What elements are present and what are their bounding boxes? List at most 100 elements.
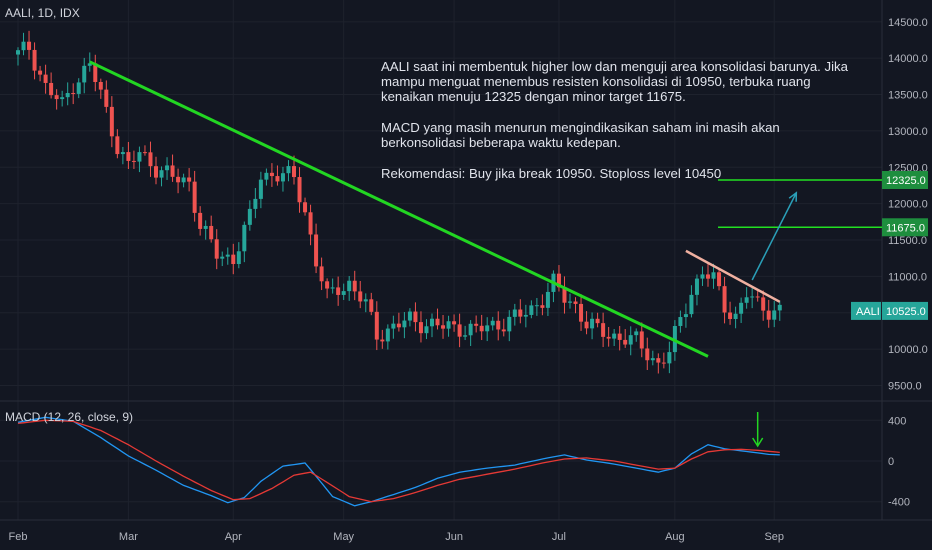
candle-down [209, 225, 214, 240]
candle-down [380, 339, 385, 342]
candle-down [32, 49, 37, 71]
macd-series-macd [17, 416, 780, 507]
candle-down [479, 325, 484, 332]
candle-up [446, 321, 451, 329]
candle-down [269, 172, 274, 177]
candle-up [385, 328, 390, 342]
candle-down [540, 305, 545, 308]
time-tick-label: Feb [9, 531, 28, 543]
candle-down [706, 274, 710, 279]
candle-up [568, 301, 572, 303]
candle-up [739, 302, 744, 314]
downtrend-line [89, 60, 709, 358]
candle-up [65, 93, 70, 98]
candle-up [463, 335, 468, 337]
candle-up [137, 152, 142, 162]
candle-up [424, 326, 429, 334]
candle-down [352, 280, 357, 292]
grid-lines [0, 0, 882, 520]
macd-tick-label: 400 [888, 415, 906, 427]
candle-down [584, 321, 589, 329]
candle-down [413, 311, 418, 323]
candle-up [507, 316, 512, 332]
candle-up [744, 297, 749, 303]
candle-down [501, 329, 506, 332]
candle-up [280, 173, 285, 182]
candle-up [203, 225, 208, 229]
note-paragraph-3: Rekomendasi: Buy jika break 10950. Stopl… [381, 166, 722, 181]
candle-down [275, 176, 280, 182]
candle-down [579, 303, 584, 322]
candle-up [236, 251, 241, 265]
candle-up [220, 256, 225, 259]
ticker-badge: AALI [856, 306, 880, 318]
price-tick-label: 10000.0 [888, 344, 928, 356]
candle-down [148, 152, 153, 167]
candle-up [700, 274, 705, 279]
candle-down [518, 309, 523, 317]
candle-down [452, 321, 457, 325]
candle-up [264, 172, 269, 180]
candle-up [667, 352, 672, 364]
macd-tick-label: 0 [888, 456, 894, 468]
candle-down [198, 212, 203, 229]
candle-up [772, 310, 777, 320]
candle-down [214, 239, 219, 259]
time-tick-label: Aug [665, 531, 685, 543]
time-tick-label: Jul [552, 531, 566, 543]
candle-down [645, 348, 650, 361]
candle-up [120, 152, 125, 155]
candle-down [457, 324, 462, 337]
candle-down [595, 318, 600, 324]
candle-down [722, 286, 727, 313]
candle-down [292, 166, 296, 178]
candle-down [556, 273, 561, 288]
time-tick-label: Mar [119, 531, 138, 543]
time-tick-label: Sep [764, 531, 784, 543]
time-tick-label: May [333, 531, 354, 543]
projection-arrow-head [788, 191, 798, 202]
candle-up [225, 254, 230, 257]
candle-down [474, 323, 479, 326]
candle-up [733, 313, 738, 319]
candle-down [303, 202, 308, 213]
candle-down [43, 74, 48, 83]
macd-tick-label: -400 [888, 497, 910, 509]
candle-down [441, 325, 446, 329]
macd-series-signal [17, 419, 780, 503]
ticker-badge-bg [851, 301, 881, 320]
last-price-bg [882, 301, 928, 320]
candle-up [76, 82, 81, 94]
candle-up [512, 309, 517, 317]
candle-down [308, 212, 313, 235]
candle-up [490, 320, 495, 326]
candle-down [126, 152, 131, 161]
candle-up [341, 291, 346, 295]
price-tick-label: 12000.0 [888, 199, 928, 211]
candle-up [430, 318, 434, 327]
candle-up [534, 305, 539, 307]
note-paragraph-1: AALI saat ini membentuk higher low dan m… [381, 59, 848, 104]
candle-down [176, 176, 181, 183]
candle-down [761, 297, 766, 311]
candle-down [38, 70, 43, 75]
price-tick-label: 14500.0 [888, 17, 928, 29]
candle-up [683, 314, 688, 318]
candle-down [562, 287, 567, 303]
price-tick-label: 11500.0 [888, 235, 927, 247]
candle-down [374, 311, 379, 340]
candle-up [689, 294, 694, 315]
candle-down [717, 272, 722, 287]
candle-up [363, 299, 368, 302]
price-tick-label: 13500.0 [888, 90, 928, 102]
target-label-0: 12325.0 [886, 175, 926, 187]
candle-down [656, 358, 661, 363]
candle-down [170, 165, 175, 177]
candle-up [407, 311, 412, 321]
macd-marker-head [752, 437, 764, 448]
target-label-bg-1 [882, 218, 928, 237]
candle-up [711, 272, 716, 279]
candle-down [639, 331, 644, 349]
